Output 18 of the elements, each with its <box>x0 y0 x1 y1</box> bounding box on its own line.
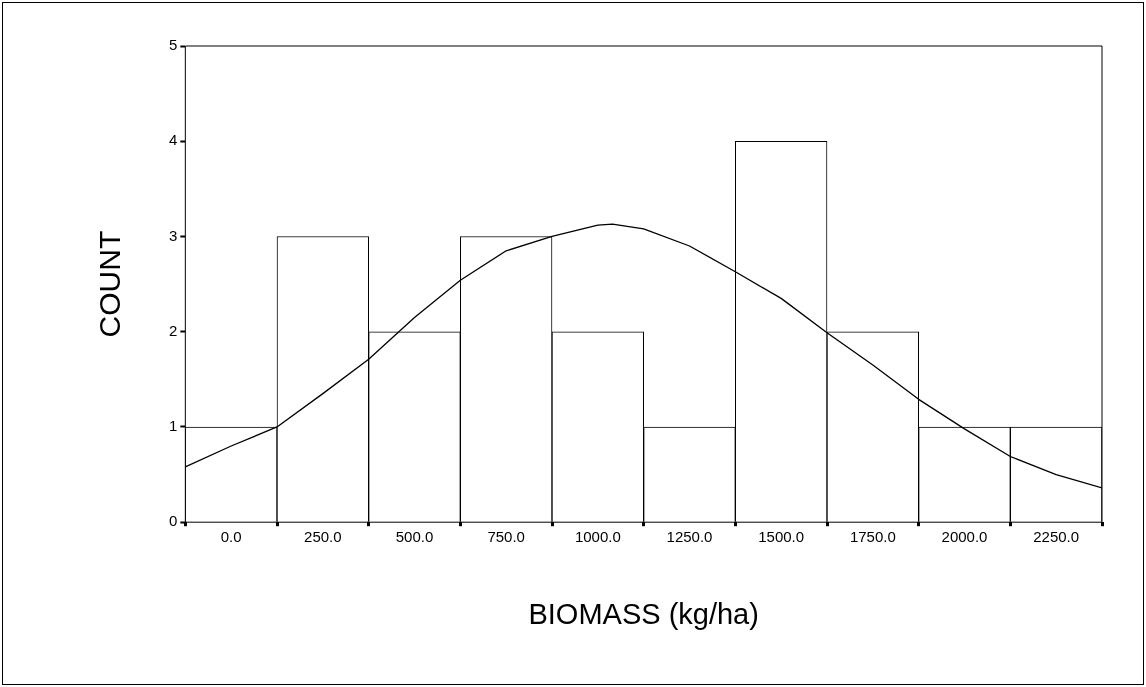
x-tick-label: 1000.0 <box>574 528 621 546</box>
y-tick-label: 1 <box>169 417 178 435</box>
x-tick-label: 750.0 <box>487 528 525 546</box>
x-tick-label: 500.0 <box>395 528 434 546</box>
x-tick-label: 2250.0 <box>1033 528 1080 546</box>
x-tick-label: 2000.0 <box>941 528 988 546</box>
y-tick-label: 2 <box>169 321 178 339</box>
x-axis-title: BIOMASS (kg/ha) <box>528 597 759 630</box>
x-tick-label: 1750.0 <box>849 528 896 546</box>
y-tick-label: 3 <box>169 226 178 244</box>
x-tick-label: 0.0 <box>220 528 242 546</box>
x-tick-label: 1250.0 <box>666 528 713 546</box>
x-tick-label: 1500.0 <box>758 528 805 546</box>
y-tick-label: 0 <box>169 512 178 530</box>
y-axis-title: COUNT <box>93 230 127 338</box>
y-tick-label: 5 <box>169 36 178 54</box>
y-tick-label: 4 <box>169 131 178 149</box>
x-tick-label: 250.0 <box>304 528 342 546</box>
